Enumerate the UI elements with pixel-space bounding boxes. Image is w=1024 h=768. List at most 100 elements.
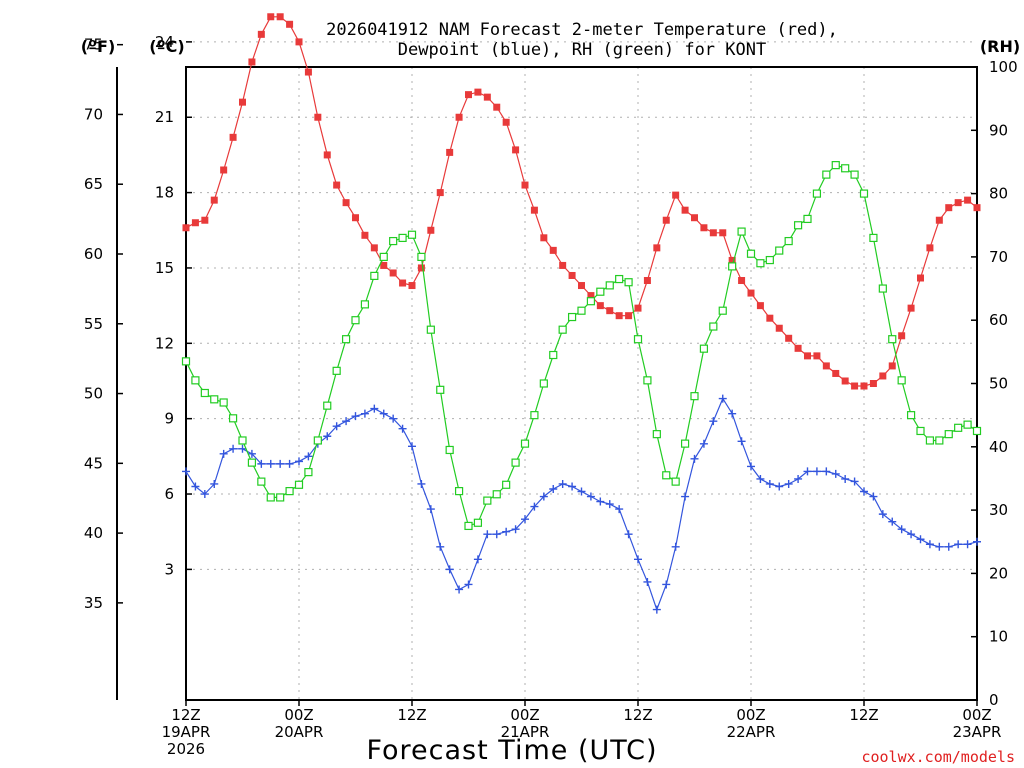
- x-axis-title: Forecast Time (UTC): [366, 735, 657, 766]
- dewpoint-point: [756, 474, 765, 483]
- temperature-point: [625, 312, 633, 320]
- temperature-point: [841, 377, 849, 385]
- dewpoint-point: [445, 565, 454, 574]
- temperature-point: [926, 244, 934, 252]
- x-tick-label: 21APR: [501, 723, 550, 741]
- fahrenheit-unit-label: (ºF): [81, 37, 116, 56]
- rh-point: [793, 221, 803, 230]
- temperature-point: [898, 332, 906, 340]
- dewpoint-point: [558, 479, 567, 488]
- fahrenheit-tick-label: 50: [84, 385, 103, 403]
- temperature-point: [304, 68, 312, 76]
- temperature-point: [700, 224, 708, 232]
- dewpoint-point: [257, 459, 266, 468]
- temperature-point: [380, 261, 388, 269]
- celsius-tick-label: 18: [155, 184, 174, 202]
- dewpoint-point: [888, 517, 897, 526]
- dewpoint-point: [624, 530, 633, 539]
- rh-tick-label: 10: [989, 628, 1008, 646]
- rh-point: [718, 306, 727, 315]
- dewpoint-point: [182, 467, 190, 476]
- dewpoint-point: [841, 474, 850, 483]
- dewpoint-point: [709, 417, 718, 426]
- temperature-point: [606, 307, 614, 315]
- dewpoint-point: [389, 414, 398, 423]
- dewpoint-point: [219, 449, 228, 458]
- dewpoint-point: [728, 409, 737, 418]
- rh-point: [445, 445, 454, 455]
- rh-point: [247, 458, 257, 467]
- rh-point: [181, 357, 191, 366]
- rh-point: [746, 249, 756, 258]
- temperature-point: [239, 98, 246, 106]
- dewpoint-point: [925, 540, 934, 549]
- dewpoint-point: [935, 542, 944, 551]
- temperature-point: [709, 229, 717, 237]
- gridlines: [186, 41, 977, 700]
- temperature-point: [860, 382, 868, 390]
- dewpoint-point: [812, 467, 821, 476]
- rh-point: [313, 436, 322, 445]
- dewpoint-point: [568, 482, 577, 491]
- x-tick-label: 12Z: [397, 706, 426, 724]
- temperature-point: [587, 292, 595, 300]
- dewpoint-point: [897, 525, 906, 534]
- dewpoint-point: [671, 542, 680, 551]
- celsius-tick-label: 21: [155, 108, 174, 126]
- rh-point: [558, 325, 567, 334]
- rh-point: [784, 236, 793, 246]
- rh-point: [596, 287, 605, 296]
- rh-point: [699, 344, 709, 353]
- rh-point: [906, 411, 916, 420]
- temperature-point: [785, 334, 793, 342]
- dewpoint-point: [765, 479, 774, 488]
- temperature-point: [653, 244, 661, 252]
- temperature-point: [681, 206, 689, 214]
- dewpoint-point: [511, 525, 520, 534]
- x-tick-label: 2026: [167, 740, 205, 758]
- x-tick-label: 20APR: [275, 723, 324, 741]
- celsius-tick-label: 9: [164, 410, 174, 428]
- rh-point: [878, 284, 887, 293]
- dewpoint-point: [436, 542, 445, 551]
- rh-point: [276, 493, 285, 502]
- rh-point: [822, 170, 831, 179]
- x-tick-label: 00Z: [510, 706, 539, 724]
- dewpoint-point: [652, 605, 661, 614]
- rh-point: [897, 376, 906, 385]
- celsius-tick-label: 3: [164, 560, 174, 578]
- rh-tick-label: 100: [989, 58, 1018, 76]
- rh-point: [304, 468, 313, 477]
- dewpoint-point: [662, 580, 671, 589]
- rh-tick-label: 90: [989, 121, 1008, 139]
- temperature-point: [314, 113, 322, 121]
- dewpoint-point: [850, 477, 859, 486]
- dewpoint-point: [963, 540, 972, 549]
- axes: 35 40 45 50 55 60 65 70 75 3 6 9 12 15 18 21 24 0 10 20 30 40…: [84, 33, 1018, 758]
- temperature-point: [286, 20, 294, 28]
- rh-point: [539, 379, 548, 388]
- rh-point: [360, 300, 370, 309]
- temperature-point: [794, 344, 802, 352]
- dewpoint-point: [784, 479, 793, 488]
- temperature-point: [851, 382, 859, 390]
- dewpoint-point: [944, 542, 953, 551]
- series-temperature: [182, 13, 981, 390]
- dewpoint-point: [417, 479, 426, 488]
- dewpoint-point: [370, 404, 379, 413]
- dewpoint-point: [699, 439, 708, 448]
- fahrenheit-tick-label: 70: [84, 105, 103, 123]
- temperature-point: [333, 181, 341, 189]
- temperature-point: [634, 304, 642, 312]
- title-line-2: Dewpoint (blue), RH (green) for KONT: [398, 40, 766, 60]
- dewpoint-point: [634, 555, 642, 564]
- temperature-point: [662, 216, 670, 224]
- x-tick-label: 12Z: [623, 706, 652, 724]
- dewpoint-point: [332, 422, 341, 431]
- temperature-point: [907, 304, 915, 312]
- celsius-tick-label: 15: [155, 259, 174, 277]
- temperature-point: [954, 199, 962, 207]
- temperature-point: [210, 196, 218, 204]
- temperature-point: [728, 256, 736, 264]
